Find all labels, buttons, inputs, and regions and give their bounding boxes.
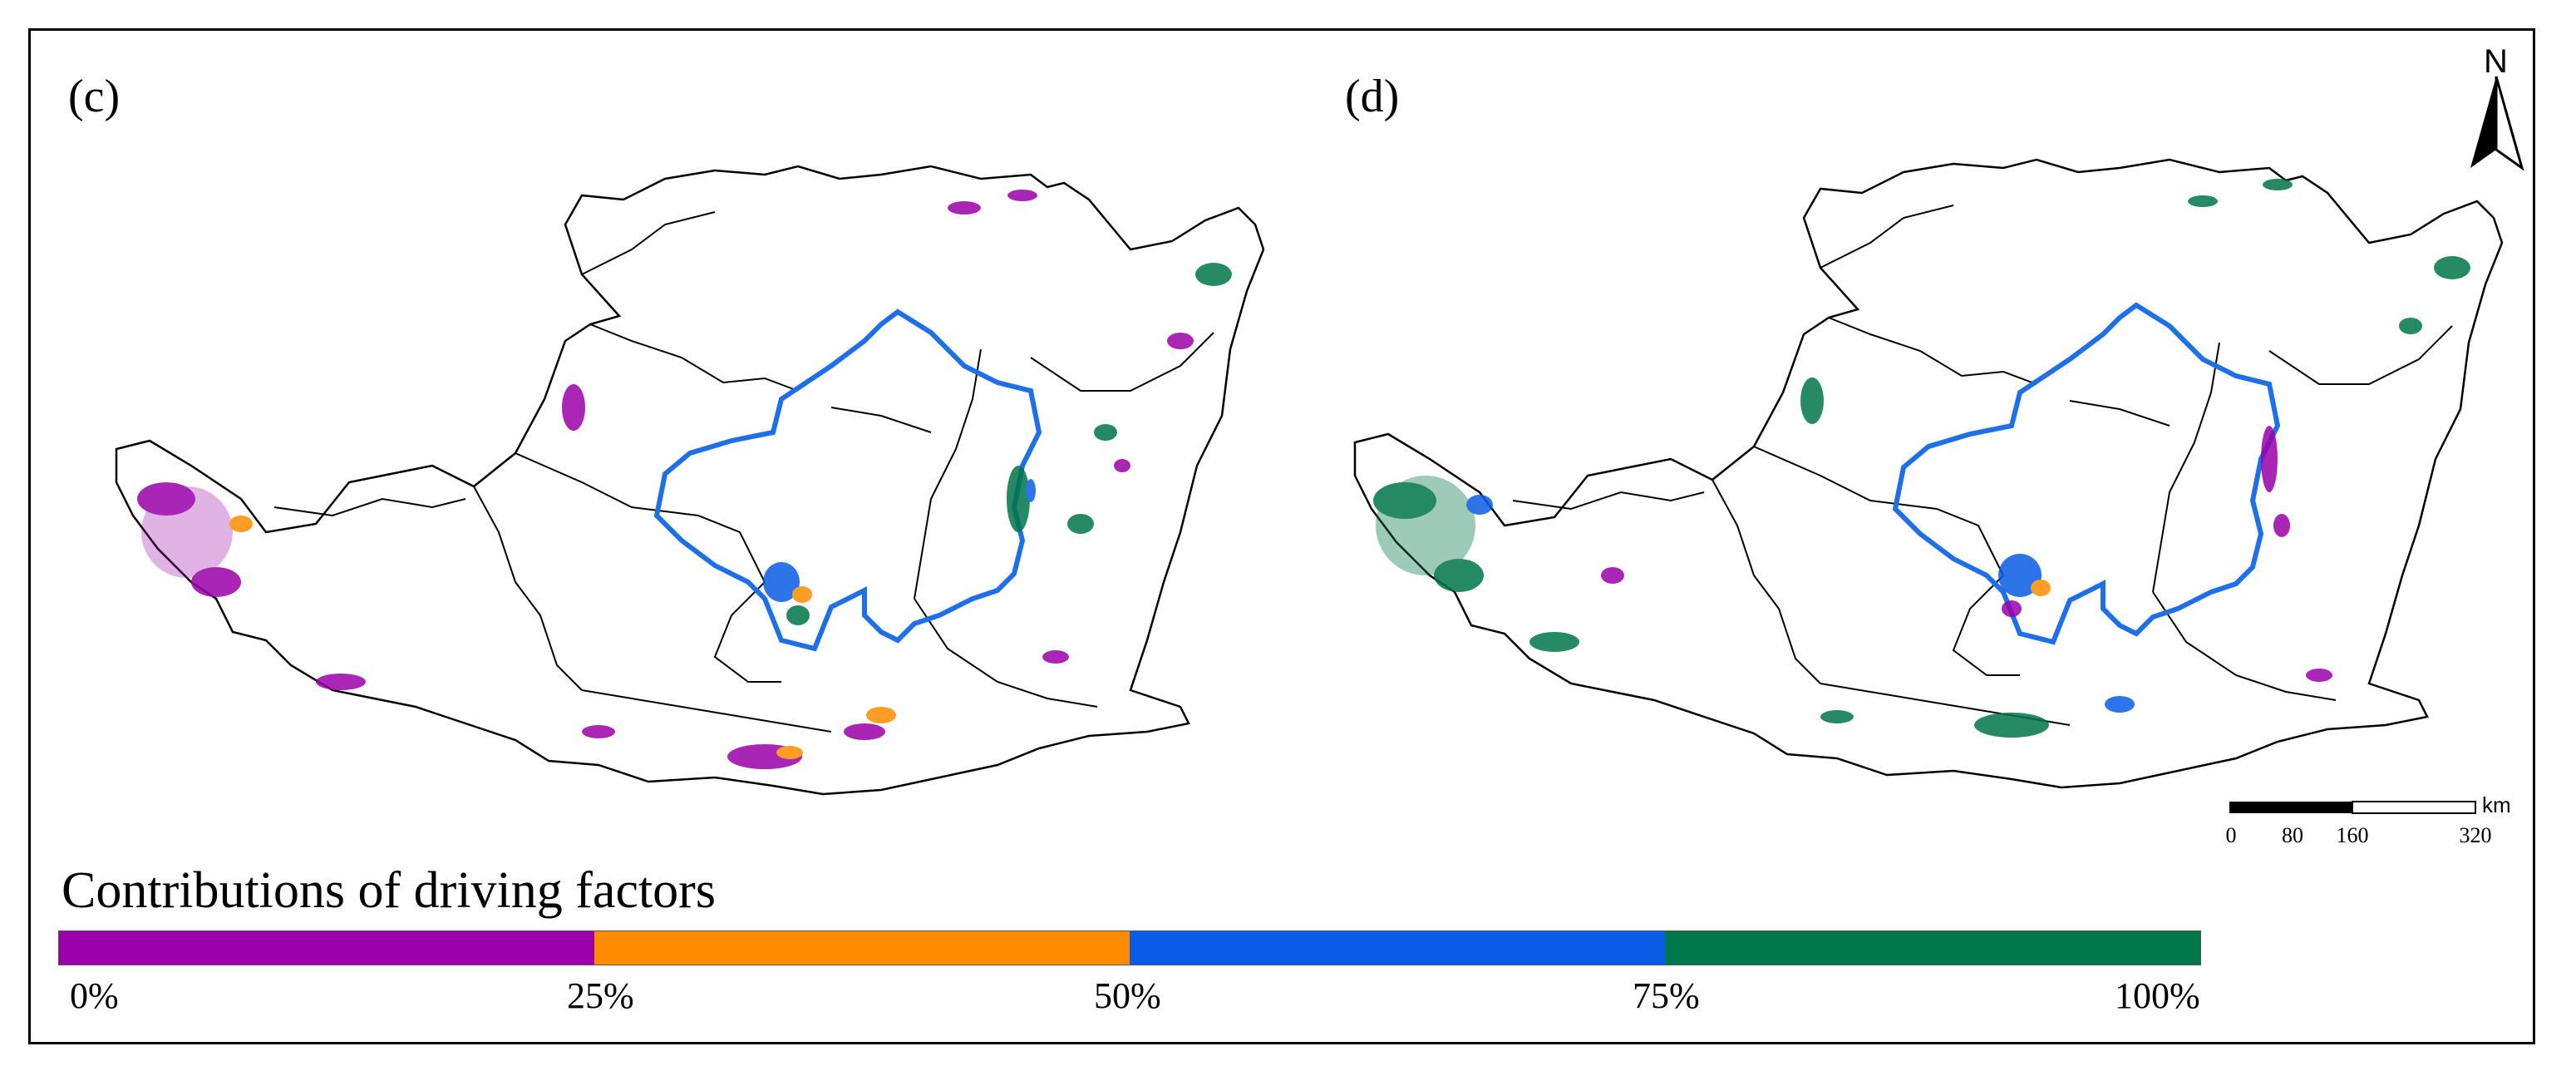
scale-unit: km: [2482, 792, 2511, 817]
map-panel-d: [1353, 158, 2504, 789]
legend-swatch-75-100: [1665, 931, 2200, 965]
legend-title: Contributions of driving factors: [62, 862, 716, 919]
legend-tick: 100%: [2115, 975, 2200, 1016]
contribution-patches-c: [137, 190, 1232, 769]
scale-tick: 80: [2282, 823, 2303, 847]
legend-tick: 0%: [70, 975, 119, 1016]
scale-tick: 320: [2459, 823, 2492, 847]
map-panel-c: [115, 165, 1265, 796]
contribution-patches-d: [1373, 179, 2470, 738]
legend-tick: 25%: [567, 975, 634, 1016]
north-letter: N: [2484, 43, 2508, 80]
legend-swatch-50-75: [1130, 931, 1665, 965]
legend-swatch-25-50: [594, 931, 1130, 965]
study-area-boundary: [653, 308, 1042, 652]
scale-tick: 0: [2225, 823, 2237, 847]
legend-tick: 75%: [1633, 975, 1700, 1016]
legend-color-bar: [58, 930, 2201, 965]
scale-tick: 160: [2336, 823, 2369, 847]
panel-label-c: (c): [68, 71, 121, 122]
figure-frame: [28, 28, 2535, 1044]
panel-label-d: (d): [1345, 71, 1400, 122]
scale-bar: [2229, 801, 2476, 814]
legend-tick: 50%: [1094, 975, 1161, 1016]
north-arrow-icon: [2470, 76, 2524, 171]
legend-swatch-0-25: [59, 931, 594, 965]
